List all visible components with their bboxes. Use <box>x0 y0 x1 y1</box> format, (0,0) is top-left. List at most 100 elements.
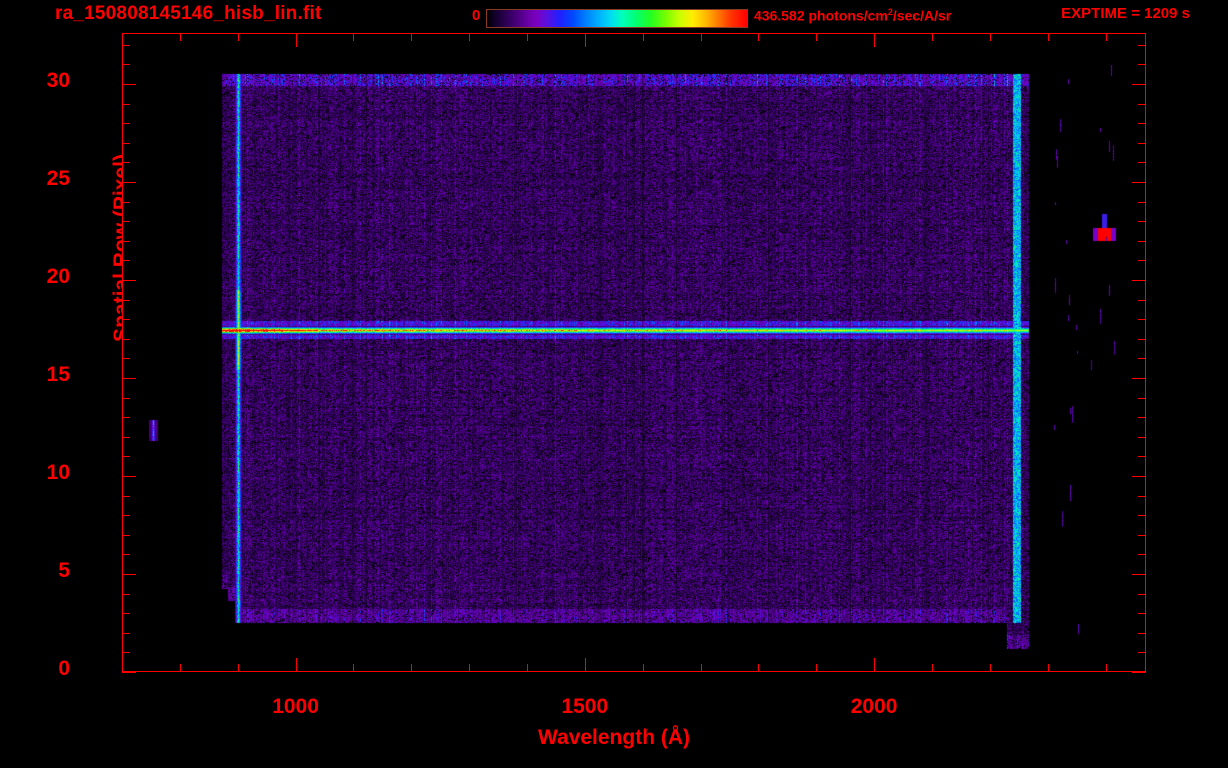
y-minor-tick-right <box>1138 417 1146 418</box>
y-minor-tick <box>122 417 130 418</box>
spectrogram-image <box>123 34 1145 671</box>
y-major-tick-right <box>1132 182 1146 183</box>
y-minor-tick-right <box>1138 358 1146 359</box>
y-minor-tick-right <box>1138 202 1146 203</box>
y-minor-tick <box>122 104 130 105</box>
x-major-tick-top <box>585 33 586 47</box>
x-minor-tick-top <box>411 33 412 41</box>
y-minor-tick-right <box>1138 104 1146 105</box>
y-minor-tick <box>122 437 130 438</box>
y-minor-tick <box>122 162 130 163</box>
y-major-tick <box>122 280 136 281</box>
x-minor-tick-top <box>816 33 817 41</box>
x-tick-label: 1500 <box>561 695 609 718</box>
y-minor-tick-right <box>1138 162 1146 163</box>
x-minor-tick <box>122 664 123 672</box>
y-tick-label: 0 <box>58 657 70 680</box>
page-title: ra_150808145146_hisb_lin.fit <box>55 3 322 24</box>
x-minor-tick <box>238 664 239 672</box>
y-major-tick-right <box>1132 280 1146 281</box>
y-minor-tick <box>122 241 130 242</box>
y-major-tick <box>122 574 136 575</box>
colorbar <box>486 9 748 28</box>
x-tick-label: 2000 <box>850 695 898 718</box>
y-minor-tick <box>122 496 130 497</box>
x-minor-tick-top <box>180 33 181 41</box>
x-minor-tick <box>527 664 528 672</box>
y-major-tick <box>122 378 136 379</box>
y-minor-tick-right <box>1138 633 1146 634</box>
y-major-tick-right <box>1132 574 1146 575</box>
x-minor-tick-top <box>238 33 239 41</box>
y-minor-tick <box>122 456 130 457</box>
y-tick-label: 15 <box>46 362 70 386</box>
y-minor-tick <box>122 260 130 261</box>
y-minor-tick-right <box>1138 45 1146 46</box>
x-minor-tick-top <box>469 33 470 41</box>
y-major-tick-right <box>1132 476 1146 477</box>
y-minor-tick-right <box>1138 437 1146 438</box>
x-minor-tick <box>353 664 354 672</box>
x-minor-tick <box>990 664 991 672</box>
y-minor-tick <box>122 554 130 555</box>
y-major-tick <box>122 476 136 477</box>
x-minor-tick <box>932 664 933 672</box>
colorbar-max-label: 436.582 photons/cm2/sec/A/sr <box>754 7 951 24</box>
x-minor-tick <box>701 664 702 672</box>
y-minor-tick-right <box>1138 143 1146 144</box>
y-minor-tick <box>122 652 130 653</box>
y-minor-tick-right <box>1138 64 1146 65</box>
x-minor-tick <box>1106 664 1107 672</box>
y-minor-tick <box>122 64 130 65</box>
y-minor-tick <box>122 143 130 144</box>
x-minor-tick-top <box>758 33 759 41</box>
y-minor-tick-right <box>1138 456 1146 457</box>
y-major-tick <box>122 84 136 85</box>
x-minor-tick-top <box>990 33 991 41</box>
y-minor-tick-right <box>1138 496 1146 497</box>
x-tick-label: 1000 <box>272 695 319 718</box>
y-minor-tick <box>122 613 130 614</box>
y-minor-tick-right <box>1138 221 1146 222</box>
x-minor-tick-top <box>353 33 354 41</box>
y-tick-label: 5 <box>58 558 70 582</box>
y-minor-tick <box>122 123 130 124</box>
y-tick-label: 10 <box>46 460 70 484</box>
colorbar-max-value: 436.582 photons/cm <box>754 7 888 24</box>
y-minor-tick <box>122 398 130 399</box>
y-major-tick-right <box>1132 378 1146 379</box>
colorbar-unit-exponent: 2 <box>887 7 893 17</box>
x-minor-tick <box>816 664 817 672</box>
y-tick-label: 30 <box>46 68 70 92</box>
x-minor-tick <box>411 664 412 672</box>
y-major-tick <box>122 672 136 673</box>
y-minor-tick-right <box>1138 260 1146 261</box>
x-minor-tick-top <box>1048 33 1049 41</box>
x-minor-tick-top <box>122 33 123 41</box>
x-major-tick-top <box>296 33 297 47</box>
x-minor-tick <box>1048 664 1049 672</box>
x-minor-tick-top <box>1106 33 1107 41</box>
y-major-tick <box>122 182 136 183</box>
y-minor-tick-right <box>1138 554 1146 555</box>
x-major-tick <box>874 658 875 672</box>
x-major-tick <box>585 658 586 672</box>
y-minor-tick-right <box>1138 594 1146 595</box>
x-minor-tick <box>758 664 759 672</box>
colorbar-min-label: 0 <box>472 7 481 24</box>
y-minor-tick <box>122 221 130 222</box>
exposure-time-label: EXPTIME = 1209 s <box>1061 5 1190 22</box>
y-minor-tick <box>122 594 130 595</box>
y-minor-tick-right <box>1138 123 1146 124</box>
y-minor-tick <box>122 319 130 320</box>
y-minor-tick-right <box>1138 613 1146 614</box>
x-major-tick <box>296 658 297 672</box>
x-minor-tick-top <box>527 33 528 41</box>
y-tick-label: 25 <box>46 166 70 190</box>
y-minor-tick-right <box>1138 535 1146 536</box>
colorbar-unit-tail: /sec/A/sr <box>892 7 952 24</box>
y-minor-tick <box>122 535 130 536</box>
x-minor-tick <box>643 664 644 672</box>
x-major-tick-top <box>874 33 875 47</box>
